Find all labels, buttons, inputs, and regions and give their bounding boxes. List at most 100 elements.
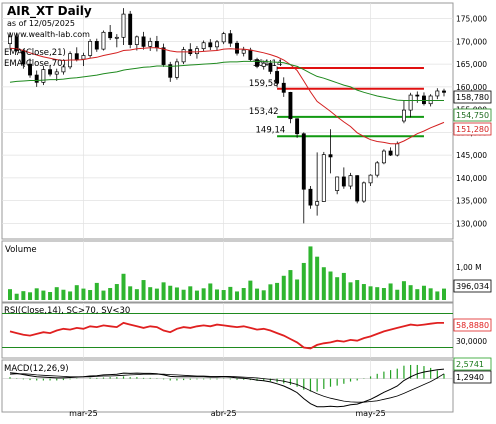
candle-body [315,201,320,206]
volume-bar [194,290,199,300]
candle-body [355,175,360,202]
price-tick-label: 130,000 [456,219,487,228]
volume-bar [295,279,300,300]
volume-bar [442,288,446,300]
svg-text:58,8880: 58,8880 [456,321,489,330]
candle-body [128,13,133,45]
volume-bar [395,289,400,300]
candle-body [275,71,280,84]
volume-bar [268,284,273,300]
volume-bar [401,281,406,300]
support-resistance-levels: 164,14 159,58 153,42 149,14 [249,59,424,138]
ema-lines [9,47,445,145]
volume-bar [421,285,426,300]
candle-body [121,13,126,38]
candle-body [54,71,59,75]
volume-bar [201,288,206,300]
volume-bar [114,284,119,300]
volume-bar [435,291,440,300]
volume-bar [241,288,246,300]
level-annotation: 149,14 [256,125,286,135]
candle-body [381,150,386,164]
volume-bar [321,267,326,300]
ema21-legend: EMA(Close,21) [4,48,66,58]
rsi-line [9,321,444,350]
volume-bar [181,289,186,300]
volume-tick: 1,00 M [456,263,482,272]
volume-bar [168,285,173,300]
volume-bar [128,286,133,300]
volume-bar [101,290,106,300]
candle-body [181,49,186,63]
candle-body [335,176,340,191]
candle-body [442,90,446,93]
macd-badge: 2,5741 [453,357,492,371]
volume-pane-label: Volume [5,245,37,255]
volume-bar [235,291,240,300]
volume-bar [68,291,73,300]
month-label: may-25 [355,409,385,418]
volume-bar [368,286,373,300]
volume-bar [28,292,33,300]
volume-bar [428,288,433,300]
candle-body [301,133,306,190]
candle-body [248,49,253,60]
macd-pane-label: MACD(12,26,9) [4,364,69,374]
level-annotation: 164,14 [253,59,283,69]
volume-bar [81,288,86,300]
candle-body [235,42,239,54]
candle-body [261,62,266,67]
candle-body [401,109,406,122]
volume-bar [41,290,46,300]
volume-bar [221,290,226,300]
volume-bar [148,287,153,300]
price-axis: 175,000170,000165,000160,000155,000150,0… [456,15,487,229]
candle-body [408,94,413,111]
volume-bar [415,289,420,300]
candle-body [255,59,259,67]
candle-body [368,174,373,184]
volume-bar [88,290,93,300]
volume-bar [94,282,99,300]
candle-body [34,74,39,83]
candle-body [241,49,246,54]
volume-bar [121,273,126,300]
close-badge: 158,780 [453,90,492,104]
price-pane [1,2,454,240]
rsi-tick: 30,0000 [456,337,487,346]
volume-bar [8,289,12,300]
month-label: abr-25 [211,409,237,418]
price-tick-label: 165,000 [456,60,487,69]
candle-body [195,48,199,55]
volume-badge: 396,034 [453,279,492,293]
level-annotation: 159,58 [249,79,279,89]
candle-body [168,64,173,78]
volume-bar [288,270,293,300]
volume-bar [228,286,233,300]
volume-bar [34,288,39,300]
volume-bar [48,292,53,300]
volume-bar [301,262,306,300]
volume-bar [188,286,193,300]
volume-bar [14,293,19,300]
candle-body [208,42,213,48]
price-tick-label: 145,000 [456,151,487,160]
candle-body [321,154,326,202]
macd-signal-badge: 1,2940 [453,370,492,384]
svg-text:396,034: 396,034 [456,282,489,291]
candle-body [308,188,313,206]
rsi-pane-label: RSI(Close,14), SC>70, SV<30 [4,306,130,316]
ema21-line [9,47,445,145]
volume-bar [161,282,166,300]
volume-bar [341,272,346,300]
candle-body [288,91,293,120]
volume-bar [54,287,59,300]
volume-bar [141,280,146,300]
candle-body [114,36,119,39]
volume-bar [255,288,260,300]
rsi-series [2,313,453,350]
candle-body [174,61,179,78]
volume-bar [388,283,393,300]
rsi-pane [1,302,454,359]
